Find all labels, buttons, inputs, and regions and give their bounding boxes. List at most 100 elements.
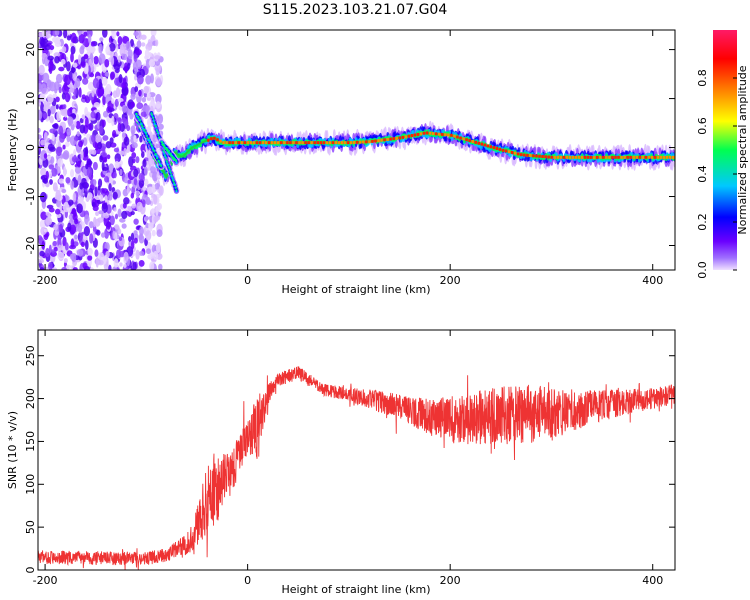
branch-cell [147, 137, 150, 140]
noise-blob [42, 72, 50, 83]
ridge-peak [486, 144, 490, 148]
noise-blob [82, 262, 88, 269]
ridge-cell [462, 140, 466, 144]
ridge-peak [343, 141, 347, 145]
branch-cell [171, 175, 173, 178]
noise-blob [39, 250, 45, 257]
ridge-peak [596, 155, 599, 159]
ridge-peak [328, 141, 332, 145]
ridge-cell [529, 156, 533, 161]
ridge-peak [580, 155, 584, 159]
noise-blob [119, 168, 123, 176]
noise-blob [133, 218, 139, 225]
noise-blob [129, 112, 134, 120]
y-tick-label: 20 [24, 43, 37, 57]
noise-blob [102, 94, 106, 106]
ridge-cell [509, 153, 512, 158]
ridge-peak [337, 141, 341, 145]
noise-blob [49, 179, 53, 185]
noise-blob [114, 77, 120, 86]
noise-blob [73, 136, 79, 141]
noise-blob [118, 74, 123, 84]
noise-blob [87, 34, 92, 44]
noise-blob [70, 32, 77, 44]
x-tick-label: 200 [440, 574, 461, 587]
ridge-peak [632, 155, 635, 159]
ridge-peak [665, 155, 669, 159]
noise-blob [76, 203, 83, 214]
noise-blob [39, 191, 47, 203]
ridge-peak [571, 155, 575, 159]
ridge-peak [237, 141, 241, 145]
y-tick-label: 0 [24, 567, 37, 574]
noise-blob [117, 208, 122, 218]
noise-blob [131, 129, 135, 138]
noise-blob [118, 150, 125, 156]
noise-blob [78, 140, 84, 148]
branch-cell [145, 135, 148, 138]
noise-blob [89, 233, 94, 244]
noise-blob [140, 42, 146, 47]
branch-cell [156, 131, 159, 134]
branch-cell [173, 181, 176, 184]
noise-blob [55, 146, 62, 157]
branch-cell [137, 116, 140, 118]
noise-blob [72, 192, 77, 203]
noise-blob [64, 242, 69, 251]
noise-blob [121, 132, 126, 138]
noise-blob [144, 55, 150, 60]
noise-blob [71, 253, 77, 263]
noise-blob [54, 55, 60, 64]
ridge-peak [620, 155, 623, 159]
noise-blob [98, 53, 106, 64]
noise-blob [73, 154, 77, 162]
noise-blob [70, 169, 75, 178]
noise-blob [63, 258, 68, 264]
noise-blob [150, 99, 154, 105]
ridge-peak [352, 140, 356, 144]
ridge-peak [380, 138, 383, 142]
ridge-peak [453, 134, 456, 138]
noise-blob [155, 206, 159, 217]
ridge-peak [650, 155, 654, 159]
noise-blob [47, 55, 54, 61]
noise-blob [139, 135, 143, 143]
noise-blob [123, 197, 130, 205]
noise-blob [97, 252, 105, 261]
ridge-peak [483, 143, 487, 147]
ridge-peak [520, 153, 523, 157]
spectrogram-x-label: Height of straight line (km) [281, 283, 430, 296]
ridge-peak [568, 155, 572, 159]
ridge-peak [419, 132, 423, 136]
ridge-peak [267, 141, 271, 145]
ridge-cell [601, 151, 605, 158]
ridge-peak [355, 140, 359, 144]
noise-blob [104, 58, 110, 68]
ridge-peak [292, 141, 295, 145]
noise-blob [38, 134, 42, 140]
y-tick-label: 200 [24, 388, 37, 409]
noise-blob [72, 108, 76, 113]
noise-blob [110, 30, 115, 35]
noise-blob [45, 170, 49, 180]
noise-blob [108, 264, 112, 270]
ridge-cell [252, 135, 256, 142]
branch-cell [170, 172, 173, 175]
noise-blob [72, 62, 78, 68]
ridge-peak [280, 141, 283, 145]
noise-blob [85, 163, 89, 170]
noise-blob [143, 92, 148, 98]
noise-blob [121, 53, 128, 61]
noise-blob [100, 232, 106, 238]
noise-blob [38, 127, 41, 133]
noise-blob [142, 186, 146, 191]
noise-blob [135, 156, 140, 164]
noise-blob [68, 199, 74, 206]
ridge-peak [261, 141, 265, 145]
noise-blob [113, 224, 120, 230]
noise-blob [48, 60, 54, 71]
noise-blob [53, 123, 59, 130]
noise-blob [98, 125, 104, 135]
y-tick-label: 0 [24, 144, 37, 151]
ridge-peak [295, 141, 298, 145]
